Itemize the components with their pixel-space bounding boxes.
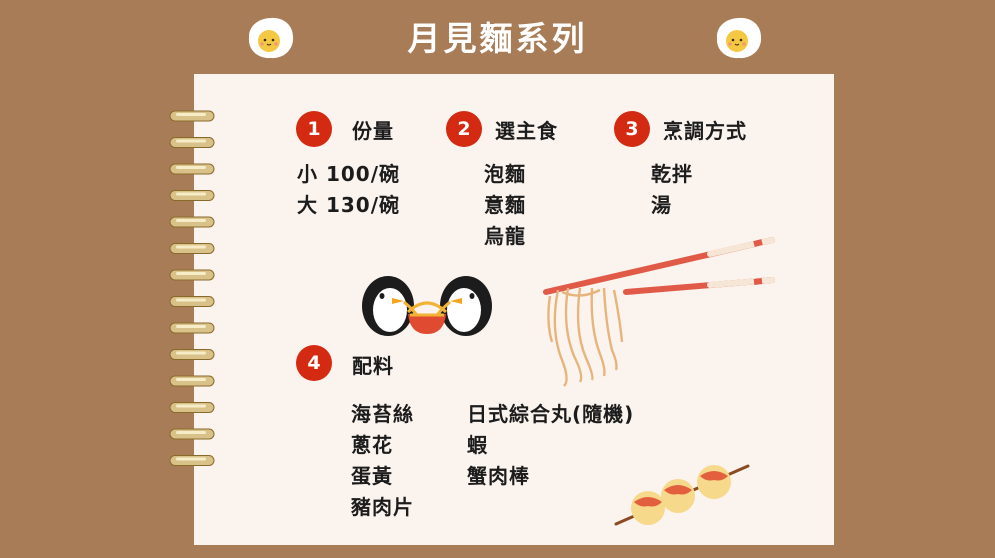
portion-list: 小 100/碗 大 130/碗 bbox=[297, 159, 400, 221]
list-item: 小 100/碗 bbox=[297, 162, 401, 186]
spiral-ring-highlight bbox=[176, 298, 206, 302]
spiral-ring-highlight bbox=[176, 378, 206, 381]
fried-egg-icon bbox=[248, 17, 294, 59]
list-item: 乾拌 bbox=[651, 162, 693, 186]
spiral-ring-highlight bbox=[176, 219, 206, 222]
spiral-ring-highlight bbox=[176, 192, 206, 196]
section-heading-portion: 份量 bbox=[352, 119, 394, 143]
spiral-ring-highlight bbox=[176, 272, 206, 275]
fried-egg-icon bbox=[716, 17, 762, 59]
list-item: 泡麵 bbox=[484, 162, 526, 186]
list-item: 海苔絲 bbox=[351, 402, 414, 426]
staple-list: 泡麵 意麵 烏龍 bbox=[484, 159, 526, 252]
list-item: 意麵 bbox=[484, 193, 526, 217]
toppings-list-col2: 日式綜合丸(隨機) 蝦 蟹肉棒 bbox=[467, 399, 634, 492]
spiral-ring-highlight bbox=[176, 139, 206, 143]
toppings-list-col1: 海苔絲 蔥花 蛋黃 豬肉片 bbox=[351, 399, 414, 523]
spiral-ring-highlight bbox=[176, 325, 206, 328]
spiral-ring-highlight bbox=[176, 404, 206, 408]
list-item: 烏龍 bbox=[484, 224, 526, 248]
spiral-ring-highlight bbox=[176, 351, 206, 355]
cooking-list: 乾拌 湯 bbox=[651, 159, 693, 221]
section-number-4: 4 bbox=[296, 345, 332, 381]
section-number-2: 2 bbox=[446, 111, 482, 147]
spiral-ring-highlight bbox=[176, 431, 206, 434]
list-item: 蟹肉棒 bbox=[467, 464, 530, 488]
spiral-ring-highlight bbox=[176, 166, 206, 169]
spiral-ring-highlight bbox=[176, 457, 206, 461]
section-heading-toppings: 配料 bbox=[352, 354, 394, 378]
section-number-1: 1 bbox=[296, 111, 332, 147]
list-item: 蛋黃 bbox=[351, 464, 393, 488]
takoyaki-skewer-icon bbox=[614, 464, 750, 526]
page-title: 月見麵系列 bbox=[407, 19, 588, 58]
list-item: 大 130/碗 bbox=[297, 193, 401, 217]
list-item: 蝦 bbox=[467, 433, 488, 457]
spiral-binding-icon bbox=[169, 110, 215, 466]
list-item: 蔥花 bbox=[351, 433, 393, 457]
penguins-noodle-icon bbox=[362, 276, 492, 336]
section-number-3: 3 bbox=[614, 111, 650, 147]
list-item: 日式綜合丸(隨機) bbox=[467, 402, 635, 426]
spiral-ring-highlight bbox=[176, 245, 206, 249]
spiral-ring-highlight bbox=[176, 113, 206, 116]
section-heading-staple: 選主食 bbox=[495, 119, 558, 143]
chopsticks-noodles-icon bbox=[543, 237, 775, 387]
list-item: 湯 bbox=[651, 193, 672, 217]
notebook-paper bbox=[194, 74, 834, 545]
list-item: 豬肉片 bbox=[351, 495, 414, 519]
section-heading-cooking: 烹調方式 bbox=[663, 119, 747, 143]
